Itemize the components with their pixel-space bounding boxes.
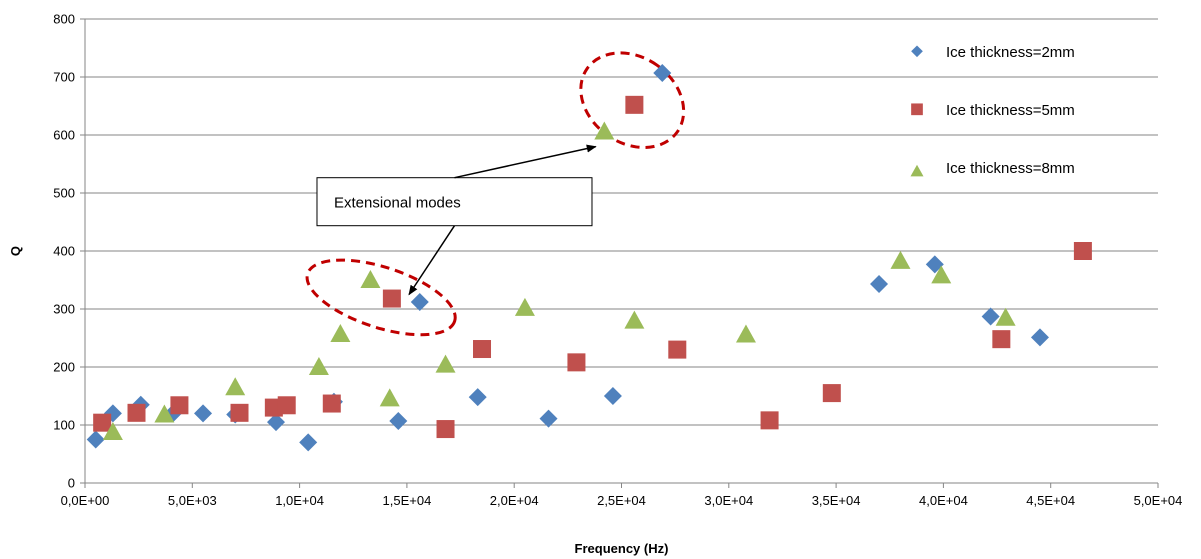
- data-point: [266, 413, 285, 432]
- annotation-arrow: [408, 225, 456, 296]
- x-tick-label: 3,0E+04: [704, 493, 753, 508]
- data-point: [870, 275, 889, 294]
- annotation-box: [316, 177, 593, 227]
- legend-item-bg: [907, 36, 1147, 62]
- legend-label: Ice thickness=8mm: [946, 160, 1075, 177]
- data-point: [603, 387, 622, 405]
- y-tick-label: 700: [53, 70, 75, 85]
- axes: [80, 18, 1159, 488]
- data-point: [299, 433, 318, 452]
- y-tick-label: 400: [53, 244, 75, 259]
- data-point: [931, 265, 952, 284]
- legend-marker: [910, 164, 924, 177]
- data-point: [668, 340, 687, 359]
- x-tick-label: 2,5E+04: [597, 493, 646, 508]
- highlight-ellipse: [305, 258, 457, 337]
- data-point: [890, 250, 911, 269]
- y-tick-label: 0: [68, 476, 75, 491]
- data-point: [436, 420, 455, 439]
- data-point: [992, 330, 1011, 349]
- data-point: [127, 403, 146, 422]
- data-point: [435, 354, 456, 373]
- data-point: [382, 289, 401, 308]
- tick-labels: 0 100 200 300 400 500 600 700 800 0,0E+00 5,0E+03 1…: [53, 12, 1182, 509]
- data-point: [760, 411, 779, 430]
- y-tick-label: 600: [53, 128, 75, 143]
- grid: [85, 18, 1158, 426]
- x-tick-label: 2,0E+04: [490, 493, 539, 508]
- y-tick-label: 200: [53, 360, 75, 375]
- legend-item-bg: [907, 152, 1147, 178]
- series-3: [102, 121, 1016, 440]
- data-point: [981, 307, 1000, 326]
- data-point: [539, 409, 558, 428]
- data-point: [410, 293, 429, 312]
- data-point: [230, 403, 249, 422]
- annotation-layer: Extensional modes: [305, 51, 686, 337]
- x-tick-label: 3,5E+04: [812, 493, 861, 508]
- data-point: [1030, 328, 1049, 347]
- data-point: [822, 384, 841, 403]
- data-point: [360, 270, 381, 288]
- x-tick-label: 5,0E+04: [1134, 493, 1183, 508]
- x-tick-label: 4,0E+04: [919, 493, 968, 508]
- x-axis-title: Frequency (Hz): [575, 541, 669, 556]
- legend-label: Ice thickness=2mm: [946, 44, 1075, 61]
- data-point: [514, 297, 535, 316]
- y-axis-title: Q: [8, 246, 23, 256]
- data-point: [468, 388, 487, 407]
- legend: Ice thickness=2mm Ice thickness=5mm Ice th…: [907, 36, 1147, 178]
- data-point: [308, 357, 329, 375]
- x-tick-label: 1,5E+04: [383, 493, 432, 508]
- y-tick-label: 300: [53, 302, 75, 317]
- data-point: [653, 63, 672, 82]
- data-point: [925, 255, 944, 274]
- data-point: [473, 340, 492, 359]
- data-point: [102, 421, 123, 440]
- x-tick-label: 1,0E+04: [275, 493, 324, 508]
- series-2: [93, 95, 1092, 439]
- data-point: [567, 353, 586, 372]
- y-tick-label: 800: [53, 12, 75, 27]
- x-tick-label: 0,0E+00: [61, 493, 110, 508]
- legend-item-bg: [907, 94, 1147, 120]
- data-point: [322, 394, 341, 413]
- data-point: [170, 396, 189, 415]
- legend-item: Ice thickness=5mm: [907, 94, 1147, 120]
- data-point: [330, 323, 351, 342]
- data-point: [625, 95, 644, 114]
- data-point: [624, 310, 645, 329]
- data-point: [86, 430, 105, 449]
- data-point: [1073, 242, 1092, 260]
- data-point: [277, 396, 296, 415]
- data-point: [995, 307, 1016, 326]
- data-points: [86, 63, 1092, 452]
- annotation-group: Extensional modes: [305, 51, 686, 337]
- x-tick-label: 4,5E+04: [1026, 493, 1075, 508]
- annotation-arrow: [454, 144, 597, 179]
- legend-item: Ice thickness=2mm: [907, 36, 1147, 62]
- annotation-text: Extensional modes: [334, 195, 461, 212]
- data-point: [594, 121, 615, 140]
- legend-label: Ice thickness=5mm: [946, 102, 1075, 119]
- x-tick-label: 5,0E+03: [168, 493, 217, 508]
- data-point: [194, 404, 213, 423]
- y-tick-label: 500: [53, 186, 75, 201]
- data-point: [735, 324, 756, 343]
- data-point: [93, 413, 112, 432]
- legend-item: Ice thickness=8mm: [907, 152, 1147, 178]
- data-point: [379, 388, 400, 407]
- y-tick-label: 100: [53, 418, 75, 433]
- data-point: [225, 377, 246, 396]
- legend-marker: [911, 103, 923, 116]
- data-point: [154, 404, 175, 423]
- data-point: [389, 411, 408, 430]
